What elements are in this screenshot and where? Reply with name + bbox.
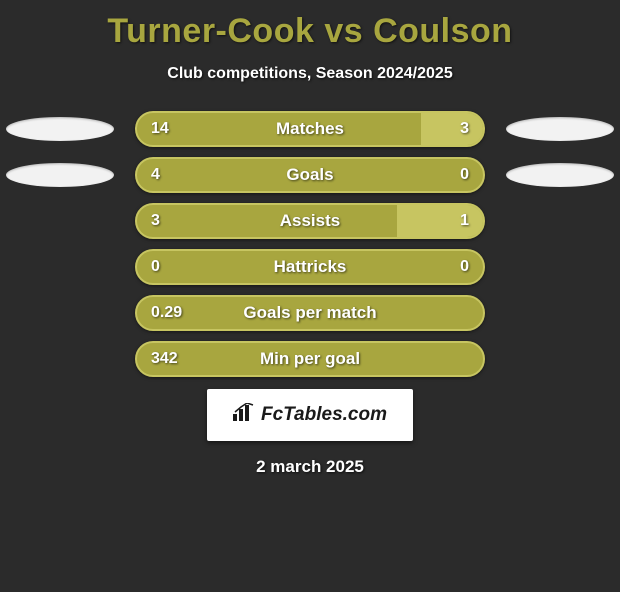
stat-label: Assists — [137, 205, 483, 239]
logo-text: FcTables.com — [261, 404, 387, 426]
player-left-marker — [6, 117, 114, 141]
stat-label: Min per goal — [137, 343, 483, 377]
stat-label: Goals — [137, 159, 483, 193]
date-label: 2 march 2025 — [0, 457, 620, 477]
player-right-marker — [506, 163, 614, 187]
page-title: Turner-Cook vs Coulson — [0, 12, 620, 51]
stat-right-value: 3 — [460, 113, 469, 147]
stat-label: Hattricks — [137, 251, 483, 285]
stat-bar: 0Hattricks0 — [135, 249, 485, 285]
stat-label: Goals per match — [137, 297, 483, 331]
stat-right-value: 0 — [460, 251, 469, 285]
stat-row: 3Assists1 — [0, 203, 620, 239]
stat-bar: 14Matches3 — [135, 111, 485, 147]
stat-row: 342Min per goal — [0, 341, 620, 377]
logo: FcTables.com — [233, 403, 387, 427]
stat-row: 14Matches3 — [0, 111, 620, 147]
stat-bar: 342Min per goal — [135, 341, 485, 377]
bars-icon — [233, 403, 255, 427]
player-left-marker — [6, 163, 114, 187]
logo-box: FcTables.com — [207, 389, 413, 441]
player-right-marker — [506, 117, 614, 141]
stat-right-value: 1 — [460, 205, 469, 239]
stat-row: 0.29Goals per match — [0, 295, 620, 331]
stat-row: 0Hattricks0 — [0, 249, 620, 285]
stat-bar: 3Assists1 — [135, 203, 485, 239]
stat-row: 4Goals0 — [0, 157, 620, 193]
page-subtitle: Club competitions, Season 2024/2025 — [0, 65, 620, 83]
stat-bar: 0.29Goals per match — [135, 295, 485, 331]
stat-bar: 4Goals0 — [135, 157, 485, 193]
stat-right-value: 0 — [460, 159, 469, 193]
stat-label: Matches — [137, 113, 483, 147]
comparison-chart: 14Matches34Goals03Assists10Hattricks00.2… — [0, 111, 620, 377]
